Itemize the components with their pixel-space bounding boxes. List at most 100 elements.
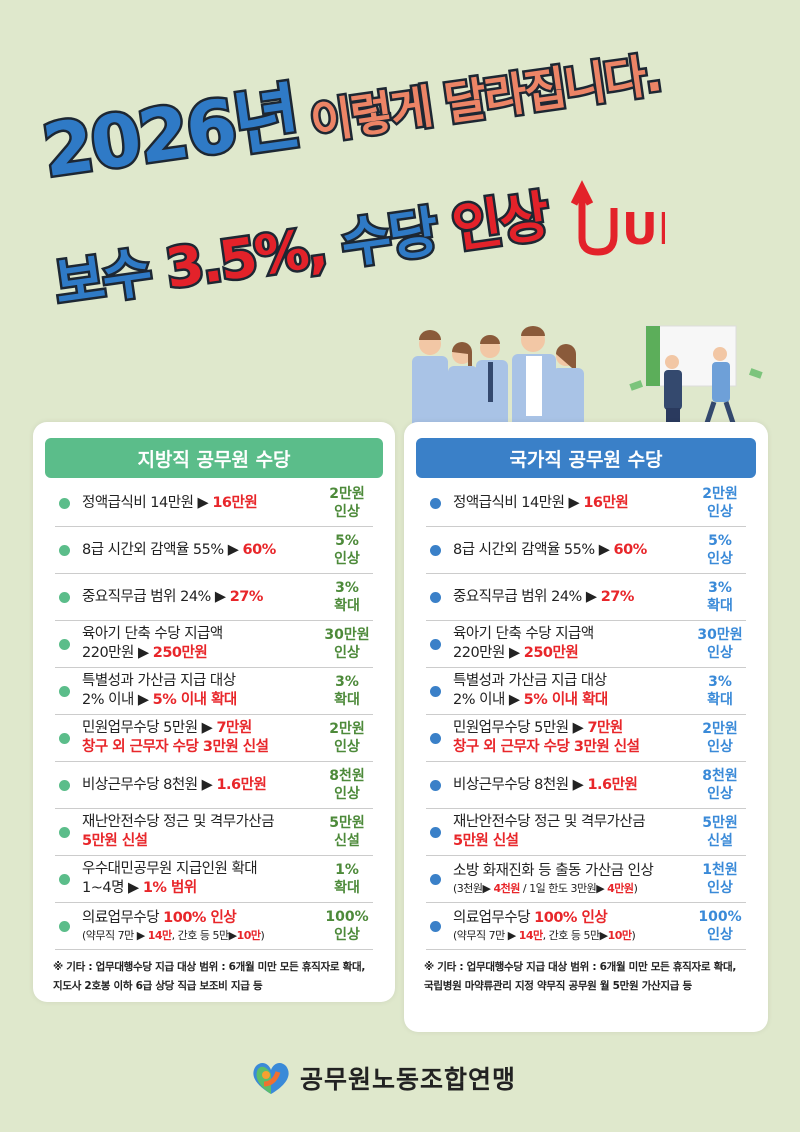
- bullet-dot-icon: [430, 638, 441, 650]
- text-segment: 의료업무수당: [453, 910, 535, 926]
- badge-line: 30만원: [324, 627, 370, 643]
- text-segment: 정액급식비 14만원 ▶: [453, 494, 584, 511]
- change-badge: 3% 확대: [321, 673, 373, 709]
- allowance-line: 2% 이내 ▶ 5% 이내 확대: [82, 691, 321, 710]
- allowance-line: 특별성과 가산금 지급 대상: [453, 672, 694, 691]
- change-badge: 5% 인상: [694, 532, 746, 568]
- headline-part: 인상: [446, 182, 554, 263]
- text-segment: 의료업무수당: [82, 910, 164, 926]
- footer: 공무원노동조합연맹: [250, 1060, 516, 1096]
- change-badge: 3% 확대: [321, 579, 373, 615]
- allowance-line: 창구 외 근무자 수당 3만원 신설: [82, 738, 321, 757]
- allowance-line: 중요직무급 범위 24% ▶ 27%: [453, 588, 694, 607]
- headline-sub: 이렇게 달라집니다.: [305, 45, 666, 152]
- national-gov-allowance-card: 국가직 공무원 수당 정액급식비 14만원 ▶ 16만원 2만원 인상 8급 시간외 …: [404, 422, 768, 1032]
- change-badge: 8천원 인상: [321, 767, 373, 803]
- change-badge: 1% 확대: [321, 861, 373, 897]
- allowance-text: 특별성과 가산금 지급 대상 2% 이내 ▶ 5% 이내 확대: [453, 672, 694, 710]
- text-segment: 특별성과 가산금 지급 대상: [453, 673, 607, 689]
- allowance-line: 재난안전수당 정근 및 격무가산금: [453, 813, 694, 832]
- bullet-dot-icon: [59, 826, 70, 838]
- bullet-dot-icon: [59, 920, 70, 932]
- allowance-line: 육아기 단축 수당 지급액: [453, 625, 694, 644]
- text-segment: 재난안전수당 정근 및 격무가산금: [82, 814, 275, 830]
- highlight-value: 14만: [147, 929, 172, 942]
- highlight-value: 5% 이내 확대: [152, 692, 238, 708]
- badge-line: 인상: [707, 645, 733, 661]
- allowance-text: 8급 시간외 감액율 55% ▶ 60%: [82, 541, 321, 560]
- badge-line: 30만원: [697, 627, 743, 643]
- card-header: 지방직 공무원 수당: [45, 438, 383, 478]
- text-segment: 민원업무수당 5만원 ▶: [82, 720, 217, 736]
- badge-line: 100%: [325, 909, 369, 925]
- allowance-row: 소방 화재진화 등 출동 가산금 인상 (3천원▶ 4천원 / 1일 한도 3만원…: [426, 856, 746, 903]
- allowance-text: 8급 시간외 감액율 55% ▶ 60%: [453, 541, 694, 560]
- allowance-row: 특별성과 가산금 지급 대상 2% 이내 ▶ 5% 이내 확대 3% 확대: [55, 668, 373, 715]
- allowance-text: 민원업무수당 5만원 ▶ 7만원 창구 외 근무자 수당 3만원 신설: [82, 719, 321, 757]
- highlight-value: 7만원: [587, 720, 623, 736]
- text-segment: (3천원▶: [453, 882, 494, 895]
- badge-line: 100%: [698, 909, 742, 925]
- text-segment: 민원업무수당 5만원 ▶: [453, 720, 588, 736]
- allowance-line: 220만원 ▶ 250만원: [453, 644, 694, 663]
- highlight-value: 5만원 신설: [82, 833, 148, 849]
- badge-line: 인상: [334, 927, 360, 943]
- text-segment: ): [633, 882, 638, 895]
- badge-line: 확대: [334, 692, 360, 708]
- change-badge: 5만원 신설: [321, 814, 373, 850]
- allowance-row: 8급 시간외 감액율 55% ▶ 60% 5% 인상: [55, 527, 373, 574]
- badge-line: 5만원: [702, 815, 738, 831]
- allowance-text: 우수대민공무원 지급인원 확대 1~4명 ▶ 1% 범위: [82, 860, 321, 898]
- bullet-dot-icon: [430, 544, 441, 556]
- allowance-row: 민원업무수당 5만원 ▶ 7만원 창구 외 근무자 수당 3만원 신설 2만원 인상: [55, 715, 373, 762]
- highlight-value: 250만원: [523, 645, 579, 661]
- org-name: 공무원노동조합연맹: [300, 1065, 517, 1094]
- allowance-text: 의료업무수당 100% 인상 (약무직 7만 ▶ 14만, 간호 등 5만▶10만…: [82, 909, 321, 943]
- badge-line: 인상: [707, 504, 733, 520]
- allowance-list: 정액급식비 14만원 ▶ 16만원 2만원 인상 8급 시간외 감액율 55% ▶ 6…: [55, 480, 373, 950]
- headline-part: 3.5%,: [159, 213, 347, 303]
- text-segment: 220만원 ▶: [82, 645, 153, 661]
- allowance-text: 육아기 단축 수당 지급액 220만원 ▶ 250만원: [453, 625, 694, 663]
- badge-line: 1%: [335, 862, 359, 878]
- highlight-value: 16만원: [212, 494, 258, 511]
- allowance-row: 우수대민공무원 지급인원 확대 1~4명 ▶ 1% 범위 1% 확대: [55, 856, 373, 903]
- highlight-value: 60%: [242, 541, 277, 558]
- badge-line: 인상: [707, 927, 733, 943]
- allowance-text: 비상근무수당 8천원 ▶ 1.6만원: [82, 776, 321, 795]
- highlight-value: 4천원: [493, 882, 521, 895]
- bullet-dot-icon: [430, 826, 441, 838]
- allowance-line: 민원업무수당 5만원 ▶ 7만원: [453, 719, 694, 738]
- badge-line: 2만원: [329, 486, 365, 502]
- bullet-dot-icon: [59, 685, 70, 697]
- bullet-dot-icon: [59, 544, 70, 556]
- up-label: UP: [622, 204, 665, 255]
- text-segment: 220만원 ▶: [453, 645, 524, 661]
- bullet-dot-icon: [59, 497, 70, 509]
- change-badge: 100% 인상: [321, 908, 373, 944]
- badge-line: 3%: [335, 674, 359, 690]
- badge-line: 인상: [707, 786, 733, 802]
- badge-line: 2만원: [702, 486, 738, 502]
- text-segment: 소방 화재진화 등 출동 가산금 인상: [453, 863, 654, 879]
- badge-line: 인상: [334, 504, 360, 520]
- text-segment: , 간호 등 5만▶: [171, 929, 237, 942]
- change-badge: 8천원 인상: [694, 767, 746, 803]
- text-segment: 비상근무수당 8천원 ▶: [453, 776, 588, 793]
- text-segment: 재난안전수당 정근 및 격무가산금: [453, 814, 646, 830]
- allowance-line: 민원업무수당 5만원 ▶ 7만원: [82, 719, 321, 738]
- allowance-row: 특별성과 가산금 지급 대상 2% 이내 ▶ 5% 이내 확대 3% 확대: [426, 668, 746, 715]
- allowance-list: 정액급식비 14만원 ▶ 16만원 2만원 인상 8급 시간외 감액율 55% ▶ 6…: [426, 480, 746, 950]
- allowance-row: 8급 시간외 감액율 55% ▶ 60% 5% 인상: [426, 527, 746, 574]
- local-gov-allowance-card: 지방직 공무원 수당 정액급식비 14만원 ▶ 16만원 2만원 인상 8급 시간외 …: [33, 422, 395, 1002]
- badge-line: 확대: [707, 598, 733, 614]
- allowance-text: 정액급식비 14만원 ▶ 16만원: [453, 494, 694, 513]
- workers-illustration: [412, 325, 763, 437]
- text-segment: (약무직 7만 ▶: [453, 929, 519, 942]
- up-arrow-icon: UP: [570, 180, 665, 256]
- allowance-line: 2% 이내 ▶ 5% 이내 확대: [453, 691, 694, 710]
- change-badge: 2만원 인상: [694, 720, 746, 756]
- badge-line: 인상: [334, 786, 360, 802]
- allowance-row: 육아기 단축 수당 지급액 220만원 ▶ 250만원 30만원 인상: [55, 621, 373, 668]
